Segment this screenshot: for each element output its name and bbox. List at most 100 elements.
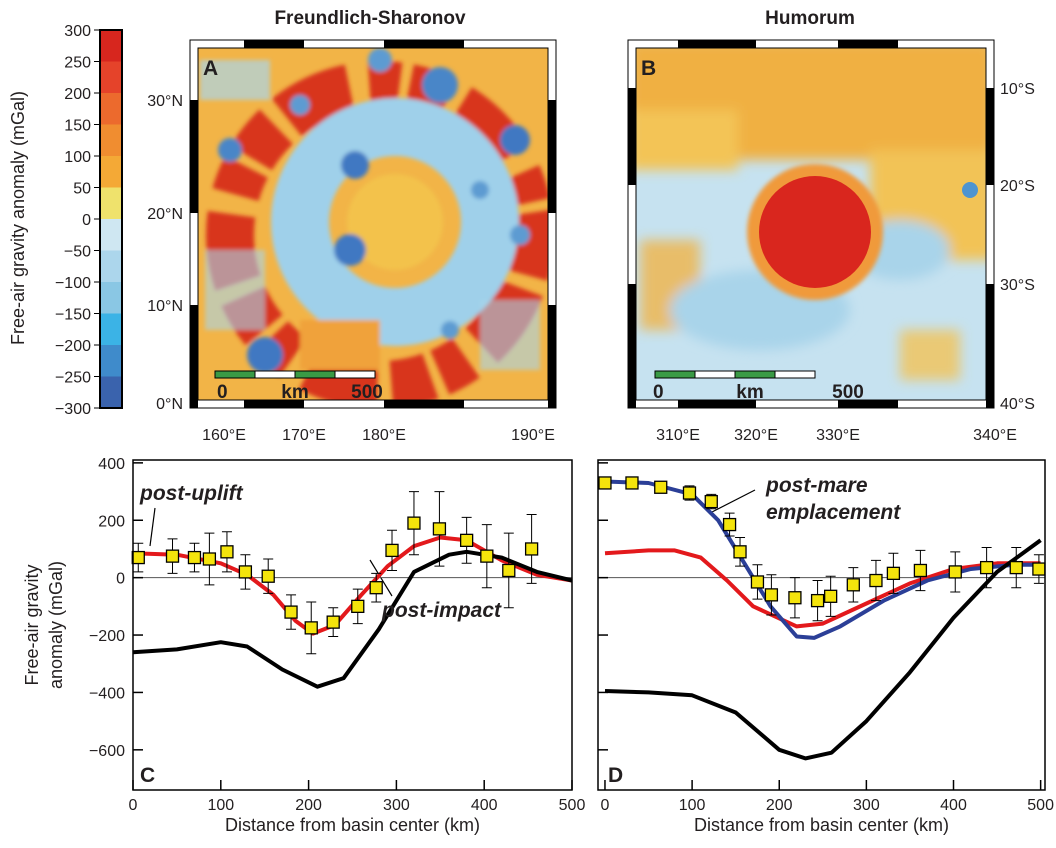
observation-marker: [480, 549, 494, 563]
observation-marker: [948, 565, 962, 579]
observation-marker: [750, 575, 765, 589]
y-tick-label: −400: [89, 685, 125, 702]
observation-marker: [407, 516, 421, 530]
x-tick-label: 200: [295, 797, 322, 814]
observation-marker: [131, 550, 145, 565]
observation-marker: [165, 549, 180, 563]
observation-marker: [502, 563, 516, 578]
x-tick-label: 300: [383, 797, 410, 814]
scale-bars: [214, 370, 816, 379]
map-b-image: [636, 48, 986, 400]
y-tick-label: 0: [116, 571, 125, 588]
observation-marker: [524, 542, 539, 556]
model-curve: [604, 548, 1041, 629]
scale-bar-label: 500: [351, 382, 383, 403]
colorbar-band: [100, 282, 122, 314]
observation-marker: [351, 599, 365, 613]
colorbar-tick-label: −100: [55, 275, 91, 292]
observation-marker: [598, 476, 612, 490]
x-tick-label: 400: [471, 797, 498, 814]
colorbar-band: [100, 250, 122, 282]
map-title: Freundlich-Sharonov: [274, 8, 466, 29]
y-tick-label: 400: [98, 456, 125, 473]
latitude-label: 10°S: [1000, 81, 1035, 98]
colorbar-band: [100, 313, 122, 345]
observation-marker: [810, 593, 825, 608]
observation-marker: [654, 480, 668, 494]
annotation: emplacement: [766, 501, 901, 524]
longitude-label: 320°E: [734, 427, 778, 444]
map-a-image: [198, 48, 548, 400]
observation-marker: [1009, 560, 1023, 575]
colorbar-tick-label: 100: [64, 149, 91, 166]
x-tick-label: 500: [559, 797, 586, 814]
observation-marker: [304, 621, 318, 635]
observation-marker: [764, 588, 779, 602]
colorbar-tick-label: 300: [64, 23, 91, 40]
longitude-label: 330°E: [816, 427, 860, 444]
latitude-label: 20°N: [147, 206, 183, 223]
observation-marker: [913, 563, 928, 578]
scale-bar-label: km: [281, 382, 308, 403]
annotation: post-uplift: [139, 482, 244, 505]
y-tick-label: 200: [98, 513, 125, 530]
colorbar-band: [100, 30, 122, 62]
x-tick-label: 300: [853, 797, 880, 814]
latitude-label: 40°S: [1000, 396, 1035, 413]
map-title: Humorum: [765, 8, 855, 29]
colorbar-tick-label: −300: [55, 401, 91, 418]
colorbar-tick-label: −50: [64, 244, 91, 261]
colorbar-tick-label: 200: [64, 86, 91, 103]
colorbar-tick-label: 150: [64, 118, 91, 135]
x-tick-label: 400: [940, 797, 967, 814]
longitude-label: 310°E: [656, 427, 700, 444]
y-axis-label: Free-air gravity: [22, 564, 42, 685]
observation-marker: [869, 573, 883, 588]
chart-1: 0 100 200 300 400 500 Distance from basin cent…: [597, 459, 1054, 835]
x-tick-label: 200: [766, 797, 793, 814]
observation-marker: [886, 566, 901, 580]
observation-marker: [979, 560, 994, 575]
chart-0: −600 −400 −200 0 200 400 0 100 200 300 400 500 Dista…: [22, 456, 585, 835]
x-tick-label: 100: [207, 797, 234, 814]
observation-marker: [722, 517, 737, 532]
x-tick-label: 100: [679, 797, 706, 814]
model-curve: [604, 479, 1041, 640]
observation-marker: [459, 533, 474, 547]
longitude-label: 180°E: [362, 427, 406, 444]
annotation: post-mare: [765, 474, 868, 497]
colorbar-tick-label: 0: [82, 212, 91, 229]
observation-marker: [1032, 562, 1046, 576]
model-curve: [132, 549, 573, 689]
scale-bar-label: 0: [217, 382, 228, 403]
colorbar-tick-label: 250: [64, 55, 91, 72]
observation-marker: [385, 543, 399, 558]
observation-marker: [220, 545, 234, 559]
colorbar-band: [100, 93, 122, 125]
colorbar-band: [100, 219, 122, 251]
observation-marker: [733, 545, 747, 559]
observation-marker: [682, 486, 697, 500]
scale-bar-label: 500: [832, 382, 864, 403]
latitude-label: 30°S: [1000, 277, 1035, 294]
map-frames: [189, 39, 995, 409]
colorbar-tick-label: −250: [55, 370, 91, 387]
observation-marker: [625, 476, 639, 490]
colorbar-band: [100, 61, 122, 93]
colorbar-band: [100, 187, 122, 219]
observation-marker: [823, 589, 838, 603]
x-tick-label: 500: [1027, 797, 1054, 814]
observation-marker: [202, 552, 217, 566]
model-curve: [604, 538, 1042, 761]
longitude-label: 340°E: [973, 427, 1017, 444]
observation-marker: [326, 615, 340, 629]
observation-marker: [704, 494, 718, 509]
colorbar-label: Free-air gravity anomaly (mGal): [8, 91, 28, 345]
latitude-label: 0°N: [156, 396, 183, 413]
plot-frame: [597, 459, 1046, 791]
panel-label: D: [608, 764, 623, 787]
scale-bar-label: 0: [653, 382, 664, 403]
observation-marker: [432, 522, 447, 536]
colorbar-tick-label: −200: [55, 338, 91, 355]
